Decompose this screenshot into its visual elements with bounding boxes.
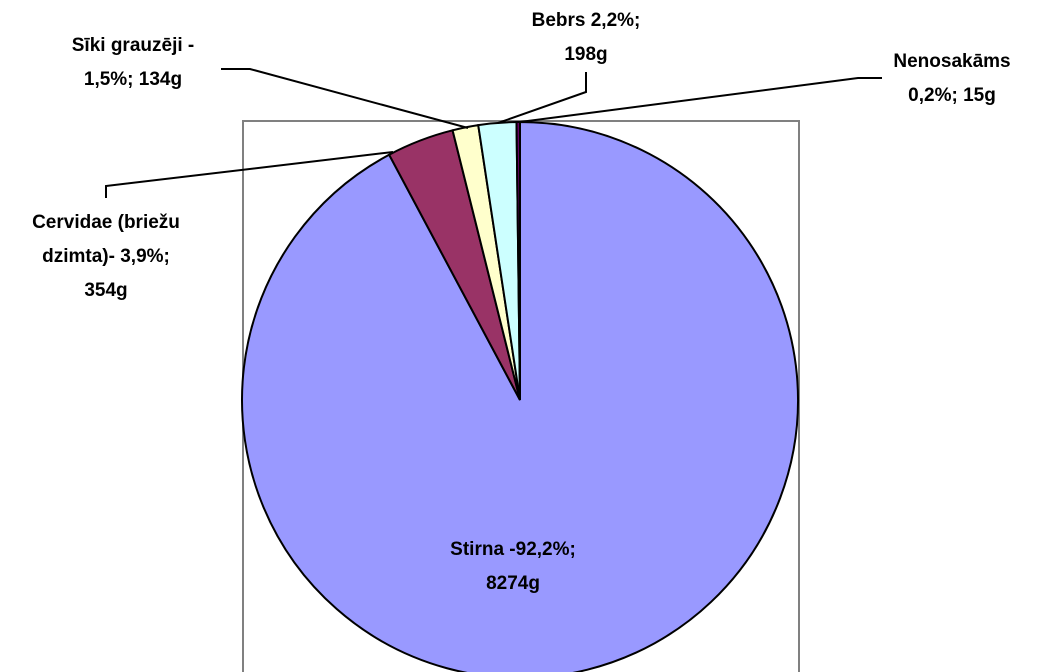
slice-label-4-line-0: Nenosakāms: [893, 51, 1010, 72]
slice-label-1-line-1: dzimta)- 3,9%;: [42, 246, 170, 267]
slice-label-2-line-0: Sīki grauzēji -: [72, 35, 194, 56]
slice-label-3: Bebrs 2,2%; 198g: [532, 10, 641, 65]
pie-slice-4: [515, 120, 521, 401]
slice-label-0-line-0: Stirna -92,2%;: [450, 539, 576, 560]
slice-label-2-line-1: 1,5%; 134g: [84, 69, 182, 90]
slice-label-0-line-1: 8274g: [486, 573, 540, 594]
slice-label-1-line-2: 354g: [84, 280, 127, 301]
slice-label-3-line-0: Bebrs 2,2%;: [532, 10, 641, 31]
leader-line-4: [519, 77, 882, 123]
slice-label-2: Sīki grauzēji - 1,5%; 134g: [72, 35, 194, 90]
pie-slice-0: [241, 120, 799, 672]
slice-label-0: Stirna -92,2%; 8274g: [450, 539, 576, 594]
leader-line-1: [105, 151, 394, 198]
slice-label-4-line-1: 0,2%; 15g: [908, 85, 996, 106]
slice-label-4: Nenosakāms 0,2%; 15g: [893, 51, 1010, 106]
slice-label-3-line-1: 198g: [564, 44, 607, 65]
pie-slices: [241, 120, 799, 672]
leader-lines: [105, 68, 882, 198]
slice-label-1-line-0: Cervidae (briežu: [32, 212, 180, 233]
slice-label-1: Cervidae (briežu dzimta)- 3,9%; 354g: [32, 212, 180, 301]
leader-line-3: [497, 72, 587, 124]
slice-labels: Stirna -92,2%; 8274g Cervidae (briežu dzimt…: [32, 10, 1011, 594]
leader-line-2: [221, 68, 469, 129]
